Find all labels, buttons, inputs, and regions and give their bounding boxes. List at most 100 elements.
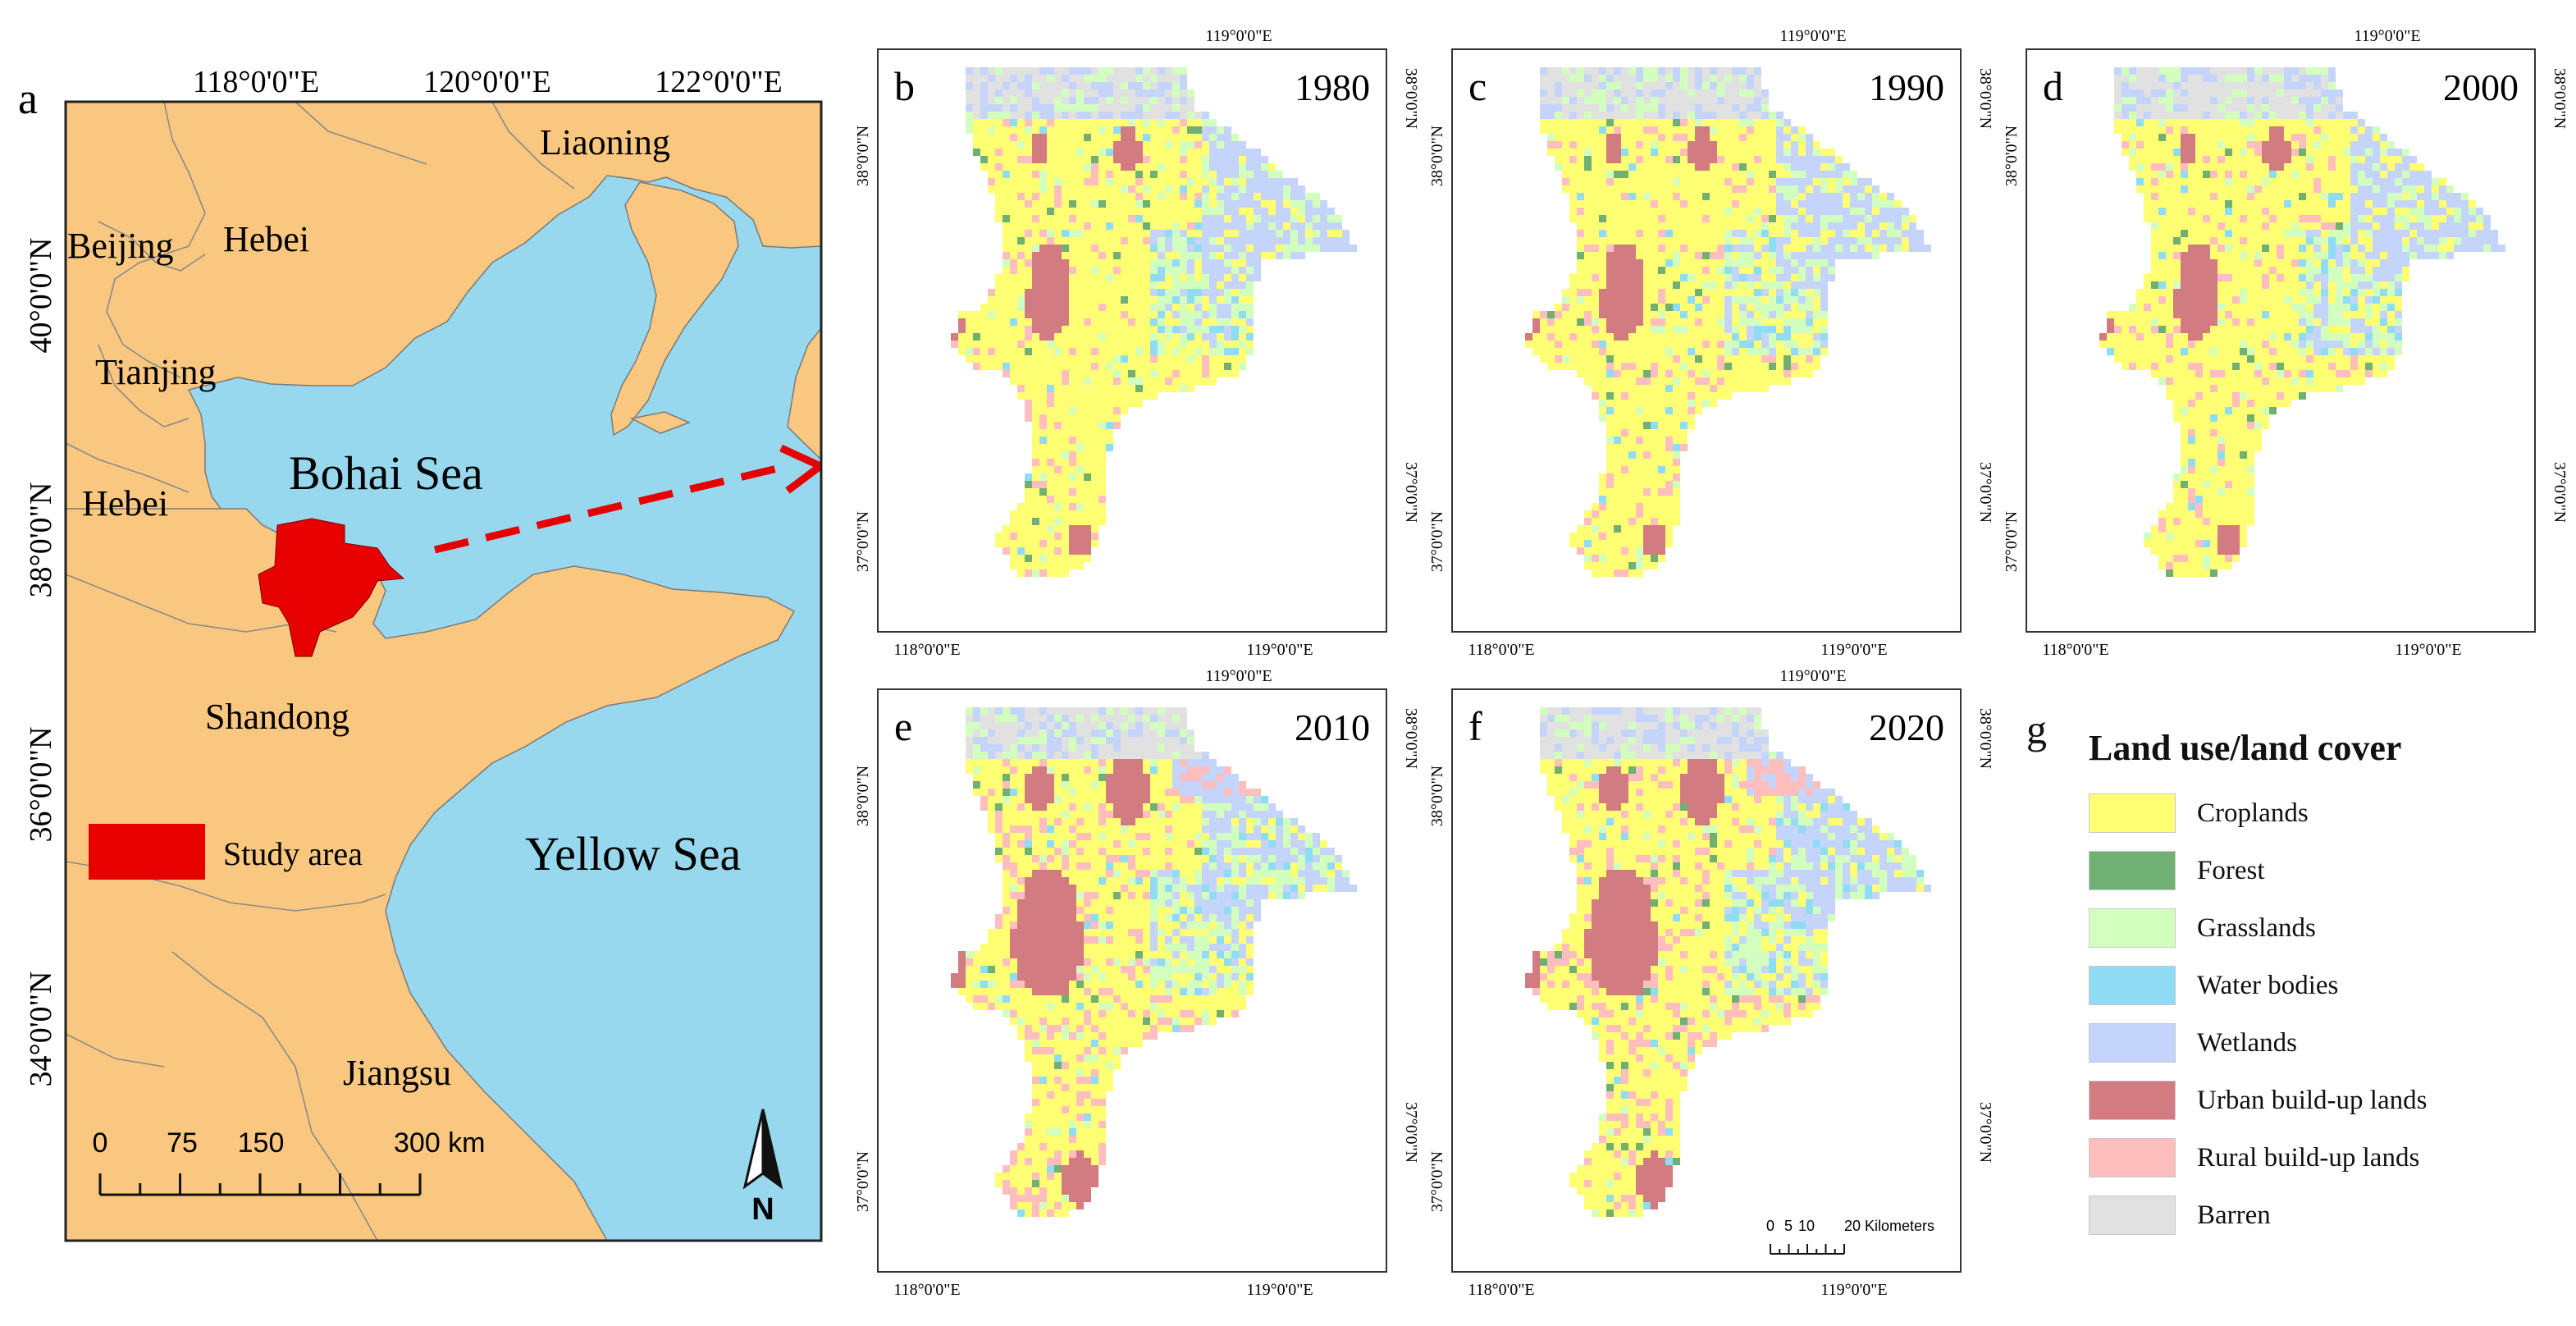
lon-label-bottom: 119°0'0"E xyxy=(1820,1281,1887,1299)
panel-scale-bar: 0 5 10 20 Kilometers xyxy=(1766,1218,1934,1255)
lat-label-right: 37°0'0"N xyxy=(1402,462,1420,523)
lon-label-top: 119°0'0"E xyxy=(1779,27,1846,45)
panel-letter: g xyxy=(2026,706,2047,752)
land-north xyxy=(66,102,821,542)
north-label: N xyxy=(751,1192,774,1227)
lat-label: 38°0'0"N xyxy=(24,482,58,598)
legend-swatch xyxy=(2089,1081,2176,1120)
study-area-shape xyxy=(258,518,405,657)
lat-label-left: 37°0'0"N xyxy=(854,511,872,572)
legend-item: Wetlands xyxy=(2089,1022,2297,1063)
lat-label-left: 38°0'0"N xyxy=(854,126,872,186)
land-south xyxy=(66,508,796,1241)
panel-year: 2020 xyxy=(1869,706,1944,748)
scale-label: 0 xyxy=(1766,1218,1774,1234)
legend-panel: g Land use/land cover Croplands Forest Gra… xyxy=(2026,706,2551,1264)
land-use-map-2000: d 2000 119°0'0"E 118°0'0"E 119°0'0"E 38°0'0"N… xyxy=(2003,27,2569,659)
land-use-map-1990: c 1990 119°0'0"E 118°0'0"E 119°0'0"E 38°0'0"N… xyxy=(1428,27,1994,659)
region-label-liaoning: Liaoning xyxy=(540,122,670,162)
scale-label: 20 Kilometers xyxy=(1844,1218,1934,1234)
lat-label-right: 37°0'0"N xyxy=(1976,1102,1994,1163)
lon-label-bottom: 118°0'0"E xyxy=(2042,641,2108,659)
lon-label-top: 119°0'0"E xyxy=(2354,27,2420,45)
map-frame xyxy=(64,100,823,1242)
panel-letter: e xyxy=(894,703,912,749)
lon-label-bottom: 119°0'0"E xyxy=(1246,641,1313,659)
lon-label-bottom: 118°0'0"E xyxy=(893,641,960,659)
land-cover-raster xyxy=(951,67,1357,577)
panel-letter: f xyxy=(1468,703,1482,749)
legend-swatch xyxy=(2089,1138,2176,1177)
sea-label-bohai: Bohai Sea xyxy=(289,446,483,500)
legend-label: Croplands xyxy=(2197,798,2309,828)
scale-label: 5 xyxy=(1784,1218,1793,1234)
legend-label: Barren xyxy=(2197,1200,2271,1230)
lat-label: 40°0'0"N xyxy=(24,238,58,354)
legend-label: Water bodies xyxy=(2197,970,2339,1000)
region-label-beijing: Beijing xyxy=(67,226,174,266)
lat-label-right: 37°0'0"N xyxy=(1402,1102,1420,1163)
lat-label-right: 38°0'0"N xyxy=(1976,68,1994,129)
legend-item: Barren xyxy=(2089,1195,2271,1236)
scale-label: 0 xyxy=(93,1127,108,1159)
lon-label-top: 119°0'0"E xyxy=(1205,667,1272,685)
lat-label-right: 38°0'0"N xyxy=(1976,708,1994,769)
land-korea xyxy=(787,327,821,461)
panel-letter: c xyxy=(1468,63,1487,109)
panel-year: 1990 xyxy=(1869,66,1944,108)
region-label-jiangsu: Jiangsu xyxy=(343,1053,451,1093)
lat-label: 36°0'0"N xyxy=(24,727,58,843)
legend-item: Forest xyxy=(2089,850,2265,891)
land-use-map-2020: f 2020 119°0'0"E 118°0'0"E 119°0'0"E 38°0'0"N… xyxy=(1428,667,1994,1299)
legend-swatch xyxy=(2089,1196,2176,1235)
lon-label: 122°0'0"E xyxy=(655,65,783,99)
legend-item: Rural build-up lands xyxy=(2089,1137,2419,1178)
scale-label: 75 xyxy=(167,1127,198,1159)
scale-label: 150 xyxy=(238,1127,285,1159)
legend-label: Grasslands xyxy=(2197,912,2316,943)
legend-item: Water bodies xyxy=(2089,965,2338,1006)
panel-letter: b xyxy=(894,63,915,109)
legend-label: Forest xyxy=(2197,855,2265,885)
lon-label-bottom: 119°0'0"E xyxy=(1820,641,1887,659)
lat-label-left: 38°0'0"N xyxy=(1428,126,1446,186)
north-arrow: N xyxy=(742,1109,783,1227)
region-label-hebei-north: Hebei xyxy=(223,219,309,259)
legend-title: Land use/land cover xyxy=(2089,728,2402,768)
lon-label: 120°0'0"E xyxy=(423,65,551,99)
region-label-hebei-south: Hebei xyxy=(82,483,168,524)
lon-label-bottom: 118°0'0"E xyxy=(1468,641,1534,659)
lat-label-left: 37°0'0"N xyxy=(1428,511,1446,572)
panel-letter: d xyxy=(2043,63,2063,109)
lat-label-left: 38°0'0"N xyxy=(2003,126,2021,186)
legend-swatch xyxy=(2089,793,2176,833)
lon-label-bottom: 118°0'0"E xyxy=(893,1281,960,1299)
panel-year: 2010 xyxy=(1295,706,1370,748)
region-label-tianjing: Tianjing xyxy=(95,352,217,392)
scale-bar: 0 75 150 300 km xyxy=(93,1127,486,1196)
lon-label: 118°0'0"E xyxy=(193,65,319,99)
island xyxy=(629,411,692,434)
scale-label: 10 xyxy=(1798,1218,1815,1234)
lon-label-bottom: 119°0'0"E xyxy=(2395,641,2461,659)
region-label-shandong: Shandong xyxy=(205,697,349,737)
study-area-swatch xyxy=(89,824,205,880)
land-cover-raster xyxy=(1525,67,1931,577)
legend-item: Urban build-up lands xyxy=(2089,1080,2427,1121)
legend-label: Rural build-up lands xyxy=(2197,1142,2420,1173)
land-cover-raster xyxy=(1525,707,1931,1217)
land-liaodong xyxy=(610,181,739,437)
lat-label-right: 37°0'0"N xyxy=(2551,462,2569,523)
pointer-arrow xyxy=(433,462,789,554)
lat-label-left: 38°0'0"N xyxy=(1428,766,1446,826)
lat-label: 34°0'0"N xyxy=(24,972,58,1087)
legend-label: Wetlands xyxy=(2197,1027,2297,1058)
lat-label-right: 38°0'0"N xyxy=(2551,68,2569,129)
land-use-map-2010: e 2010 119°0'0"E 118°0'0"E 119°0'0"E 38°0'0"N… xyxy=(854,667,1420,1299)
panel-year: 2000 xyxy=(2443,66,2519,108)
lat-label-left: 37°0'0"N xyxy=(854,1151,872,1212)
panel-year: 1980 xyxy=(1295,66,1370,108)
lat-label-right: 37°0'0"N xyxy=(1976,462,1994,523)
land-use-map-1980: b 1980 119°0'0"E 118°0'0"E 119°0'0"E 38°0'0"N… xyxy=(854,27,1420,659)
lat-label-left: 38°0'0"N xyxy=(854,766,872,826)
